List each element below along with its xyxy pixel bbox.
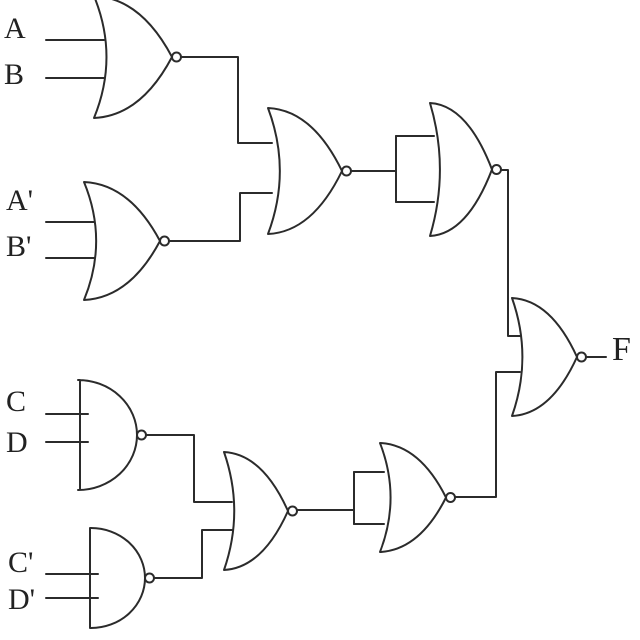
input-label-b: B	[4, 58, 25, 91]
wire-g7-g9	[500, 169, 521, 337]
gate-nor-7	[429, 102, 493, 237]
gate-nor-8	[379, 442, 447, 553]
gate-nor-2-bubble	[159, 235, 170, 247]
wire-g1-g5	[180, 56, 273, 144]
gate-nor-9	[511, 297, 578, 417]
gate-nor-9-bubble	[576, 351, 587, 363]
gate-nand-3	[77, 379, 138, 491]
gate-nor-1	[93, 0, 173, 119]
output-label-f: F	[612, 331, 631, 368]
gate-nor-2	[83, 181, 161, 301]
gate-nor-5	[267, 107, 343, 235]
gate-nand-4	[89, 527, 146, 629]
wire-g8-g9	[454, 371, 521, 498]
gate-nor-5-bubble	[341, 165, 352, 177]
gate-nor-7-bubble	[491, 164, 502, 175]
gate-nor-6-bubble	[287, 505, 298, 517]
input-label-c: C	[6, 385, 27, 418]
input-label-d: D	[6, 426, 28, 459]
input-label-d-prime: D'	[8, 583, 36, 616]
input-label-a: A	[4, 12, 26, 45]
gate-nand-4-bubble	[144, 572, 155, 584]
input-label-b-prime: B'	[6, 230, 32, 263]
gate-nor-1-bubble	[171, 51, 182, 63]
gate-nor-8-bubble	[445, 492, 456, 503]
input-label-a-prime: A'	[6, 184, 34, 217]
input-label-c-prime: C'	[8, 546, 34, 579]
wire-g2-g5	[168, 192, 273, 242]
gate-nand-3-bubble	[136, 429, 147, 441]
wire-g3-g6	[145, 434, 233, 503]
gate-nor-6	[223, 451, 289, 571]
wire-g4-g6	[153, 529, 233, 579]
